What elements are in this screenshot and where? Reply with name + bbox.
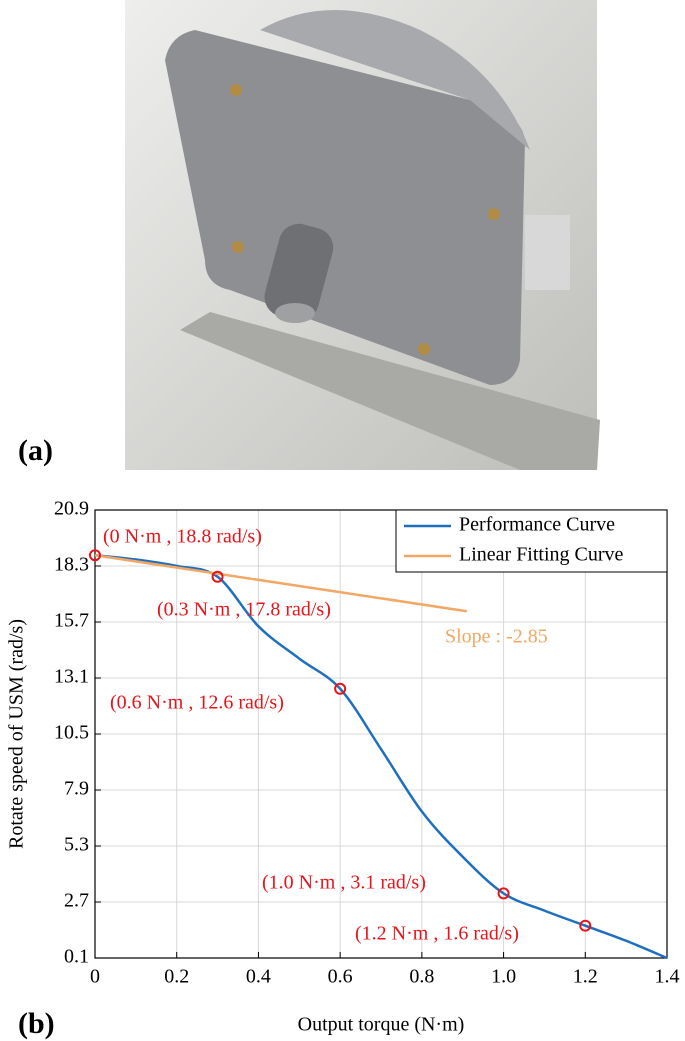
y-tick-label: 15.7 — [54, 610, 89, 632]
x-tick-label: 0.2 — [164, 966, 189, 988]
legend-label: Linear Fitting Curve — [459, 544, 624, 566]
data-marker — [211, 570, 224, 583]
x-tick-label: 0.8 — [409, 966, 434, 988]
point-annotation: (1.0 N·m , 3.1 rad/s) — [262, 872, 426, 894]
y-tick-label: 7.9 — [64, 778, 89, 800]
y-tick-label: 0.1 — [64, 946, 89, 968]
y-tick-label: 13.1 — [54, 666, 89, 688]
point-annotation: (0.6 N·m , 12.6 rad/s) — [110, 692, 284, 714]
y-tick-label: 2.7 — [64, 890, 89, 912]
series-line — [94, 553, 467, 613]
data-marker — [89, 549, 101, 562]
point-annotation: (0.3 N·m , 17.8 rad/s) — [157, 599, 331, 621]
point-annotation: (0 N·m , 18.8 rad/s) — [103, 526, 262, 548]
data-marker — [579, 919, 592, 932]
legend-box — [395, 509, 668, 573]
photo — [125, 0, 600, 470]
panel-label: (b) — [18, 1007, 55, 1040]
legend-label: Performance Curve — [459, 514, 615, 536]
series-line — [94, 553, 668, 960]
y-tick-label: 20.9 — [54, 498, 89, 520]
y-tick-label: 5.3 — [64, 834, 89, 856]
panel-label: (a) — [18, 434, 53, 467]
point-annotation: (1.2 N·m , 1.6 rad/s) — [355, 923, 519, 945]
data-marker — [334, 682, 347, 695]
x-tick-label: 0 — [90, 966, 100, 988]
x-tick-label: 1.4 — [655, 966, 680, 988]
x-tick-label: 0.4 — [246, 966, 271, 988]
slope-annotation: Slope : -2.85 — [445, 626, 548, 648]
data-marker — [497, 887, 510, 900]
y-tick-label: 10.5 — [54, 722, 89, 744]
x-tick-label: 0.6 — [328, 966, 353, 988]
plot-frame — [94, 509, 668, 959]
x-tick-label: 1.2 — [573, 966, 598, 988]
x-tick-label: 1.0 — [491, 966, 516, 988]
y-axis-label: Rotate speed of USM (rad/s) — [6, 619, 28, 849]
y-tick-label: 18.3 — [54, 554, 89, 576]
x-axis-label: Output torque (N·m) — [298, 1014, 465, 1036]
